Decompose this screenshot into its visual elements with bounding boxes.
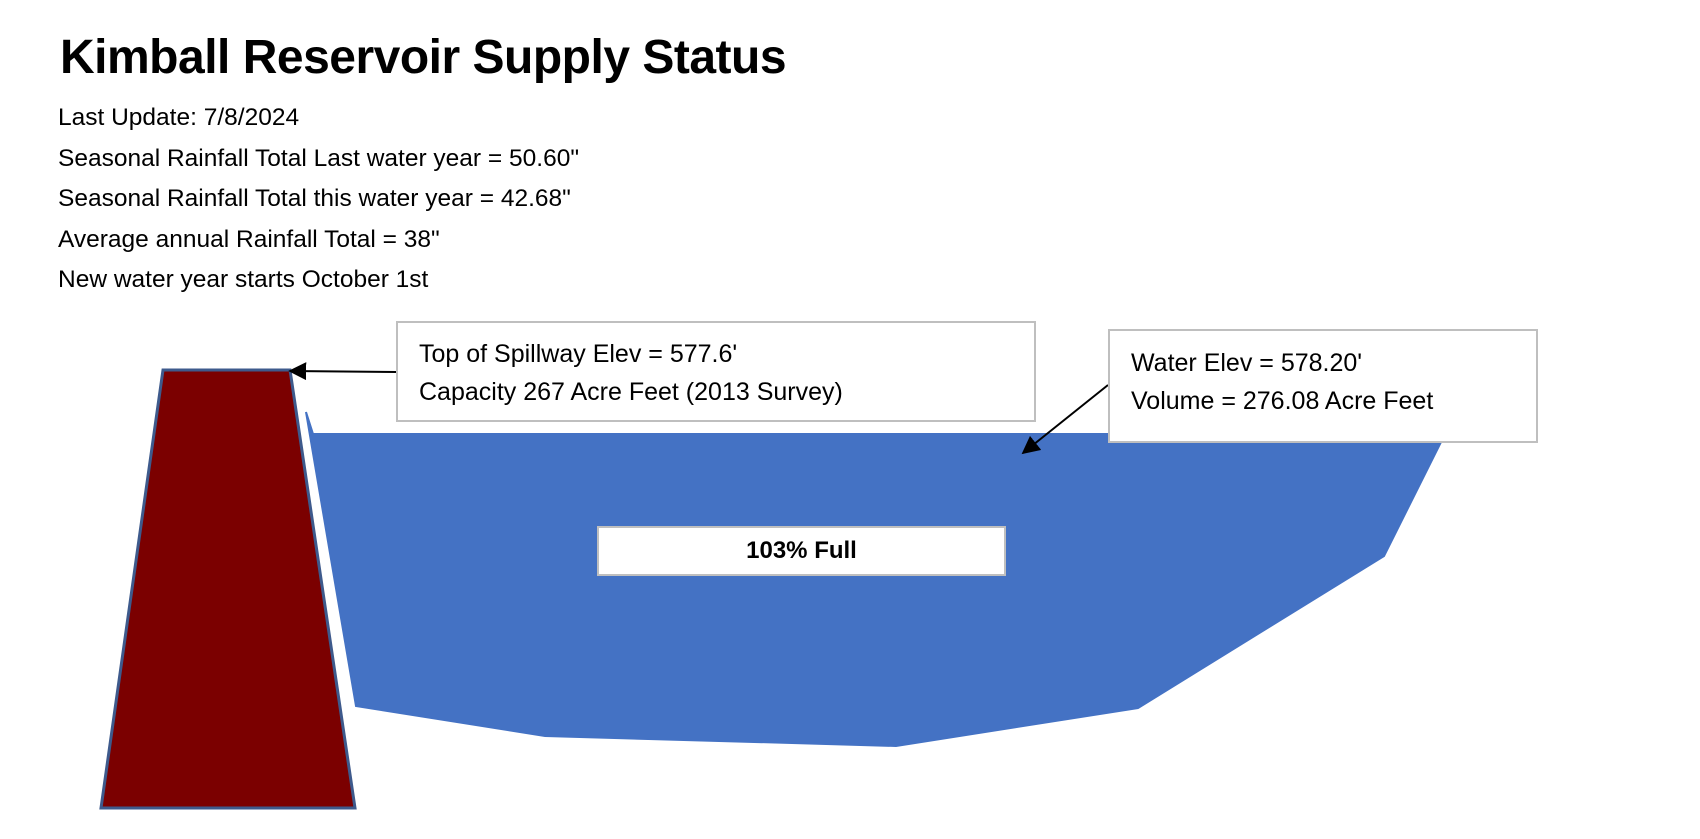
dam-shape bbox=[99, 368, 357, 810]
page-title: Kimball Reservoir Supply Status bbox=[60, 31, 787, 84]
spillway-arrow bbox=[288, 362, 397, 381]
rainfall-last-year-text: Seasonal Rainfall Total Last water year … bbox=[58, 144, 580, 172]
new-water-year-text: New water year starts October 1st bbox=[58, 266, 429, 293]
rainfall-this-year-text: Seasonal Rainfall Total this water year … bbox=[58, 185, 571, 212]
reservoir-water bbox=[305, 411, 1447, 748]
capacity-text: Capacity 267 Acre Feet (2013 Survey) bbox=[419, 378, 843, 406]
status-info-block: Last Update: 7/8/2024 Seasonal Rainfall … bbox=[58, 98, 579, 301]
water-level-arrow bbox=[1021, 384, 1109, 455]
volume-text: Volume = 276.08 Acre Feet bbox=[1131, 387, 1434, 415]
water-level-callout: Water Elev = 578.20' Volume = 276.08 Acr… bbox=[1108, 329, 1538, 443]
water-elevation-text: Water Elev = 578.20' bbox=[1131, 349, 1363, 377]
spillway-elevation-text: Top of Spillway Elev = 577.6' bbox=[419, 340, 738, 368]
spillway-callout: Top of Spillway Elev = 577.6' Capacity 2… bbox=[396, 321, 1036, 422]
last-update-text: Last Update: 7/8/2024 bbox=[58, 104, 300, 131]
average-rainfall-text: Average annual Rainfall Total = 38" bbox=[58, 225, 440, 253]
percent-full-label: 103% Full bbox=[597, 526, 1006, 576]
